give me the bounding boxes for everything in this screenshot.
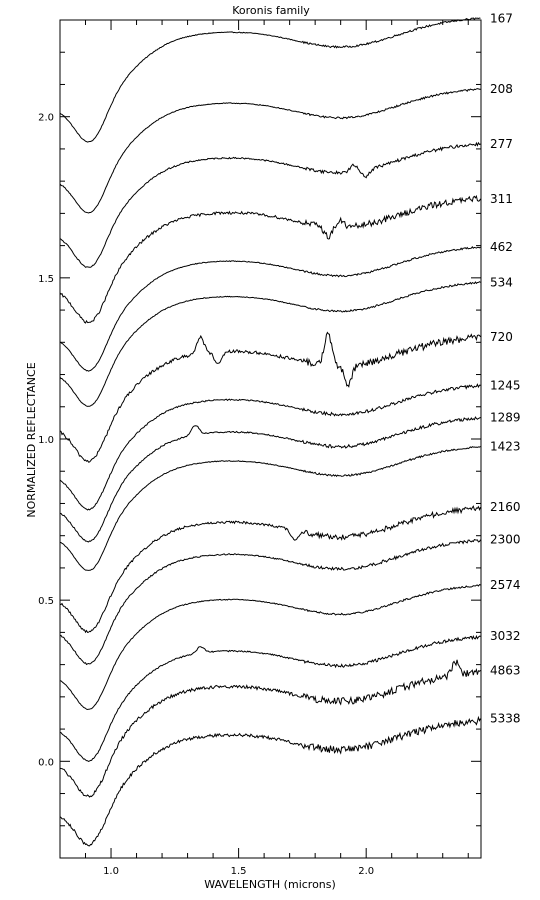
- x-tick-label: 1.5: [231, 866, 247, 877]
- series-label-2574: 2574: [490, 578, 521, 592]
- spectrum-line-2300: [59, 539, 481, 666]
- y-axis-label: NORMALIZED REFLECTANCE: [25, 362, 38, 517]
- y-tick-label: 2.0: [38, 113, 54, 124]
- x-axis-ticks: 1.0 1.5 2.0: [59, 20, 469, 877]
- spectrum-line-2574: [59, 583, 481, 711]
- series-label-2300: 2300: [490, 533, 521, 547]
- spectrum-line-2160: [59, 505, 481, 634]
- series-label-167: 167: [490, 11, 513, 25]
- spectrum-line-311: [59, 194, 481, 324]
- spectrum-line-1289: [59, 416, 481, 543]
- x-tick-label: 2.0: [358, 866, 374, 877]
- spectrum-line-167: [59, 17, 481, 143]
- y-tick-label: 1.5: [38, 274, 54, 285]
- y-axis-ticks: 0.0 0.5 1.0 1.5 2.0: [38, 19, 481, 859]
- y-tick-label: 0.0: [38, 757, 54, 768]
- spectrum-line-534: [59, 281, 481, 407]
- spectrum-line-1245: [59, 383, 481, 511]
- y-tick-label: 0.5: [38, 596, 54, 607]
- y-tick-label: 1.0: [38, 435, 54, 446]
- spectrum-line-4863: [59, 659, 481, 798]
- spectrum-line-3032: [59, 634, 481, 762]
- chart-title: Koronis family: [232, 4, 310, 17]
- x-axis-label: WAVELENGTH (microns): [204, 878, 336, 891]
- spectra-curves: [59, 17, 481, 847]
- series-label-5338: 5338: [490, 712, 521, 726]
- series-label-1423: 1423: [490, 440, 521, 454]
- series-label-462: 462: [490, 240, 513, 254]
- spectrum-line-720: [59, 331, 481, 463]
- series-labels: 167 208 277 311 462 534 720 1245 1289 1423 2160 230…: [490, 11, 521, 725]
- x-tick-label: 1.0: [103, 866, 119, 877]
- spectrum-line-462: [59, 245, 481, 372]
- series-label-1289: 1289: [490, 410, 521, 424]
- series-label-3032: 3032: [490, 629, 521, 643]
- series-label-311: 311: [490, 192, 513, 206]
- series-label-1245: 1245: [490, 378, 521, 392]
- spectrum-line-208: [59, 88, 481, 214]
- series-label-2160: 2160: [490, 500, 521, 514]
- spectrum-line-1423: [59, 446, 481, 571]
- spectrum-line-277: [59, 141, 481, 268]
- plot-frame: [59, 19, 482, 859]
- series-label-4863: 4863: [490, 663, 521, 677]
- spectrum-line-5338: [59, 715, 481, 847]
- series-label-534: 534: [490, 275, 513, 289]
- series-label-208: 208: [490, 82, 513, 96]
- series-label-277: 277: [490, 137, 513, 151]
- series-label-720: 720: [490, 330, 513, 344]
